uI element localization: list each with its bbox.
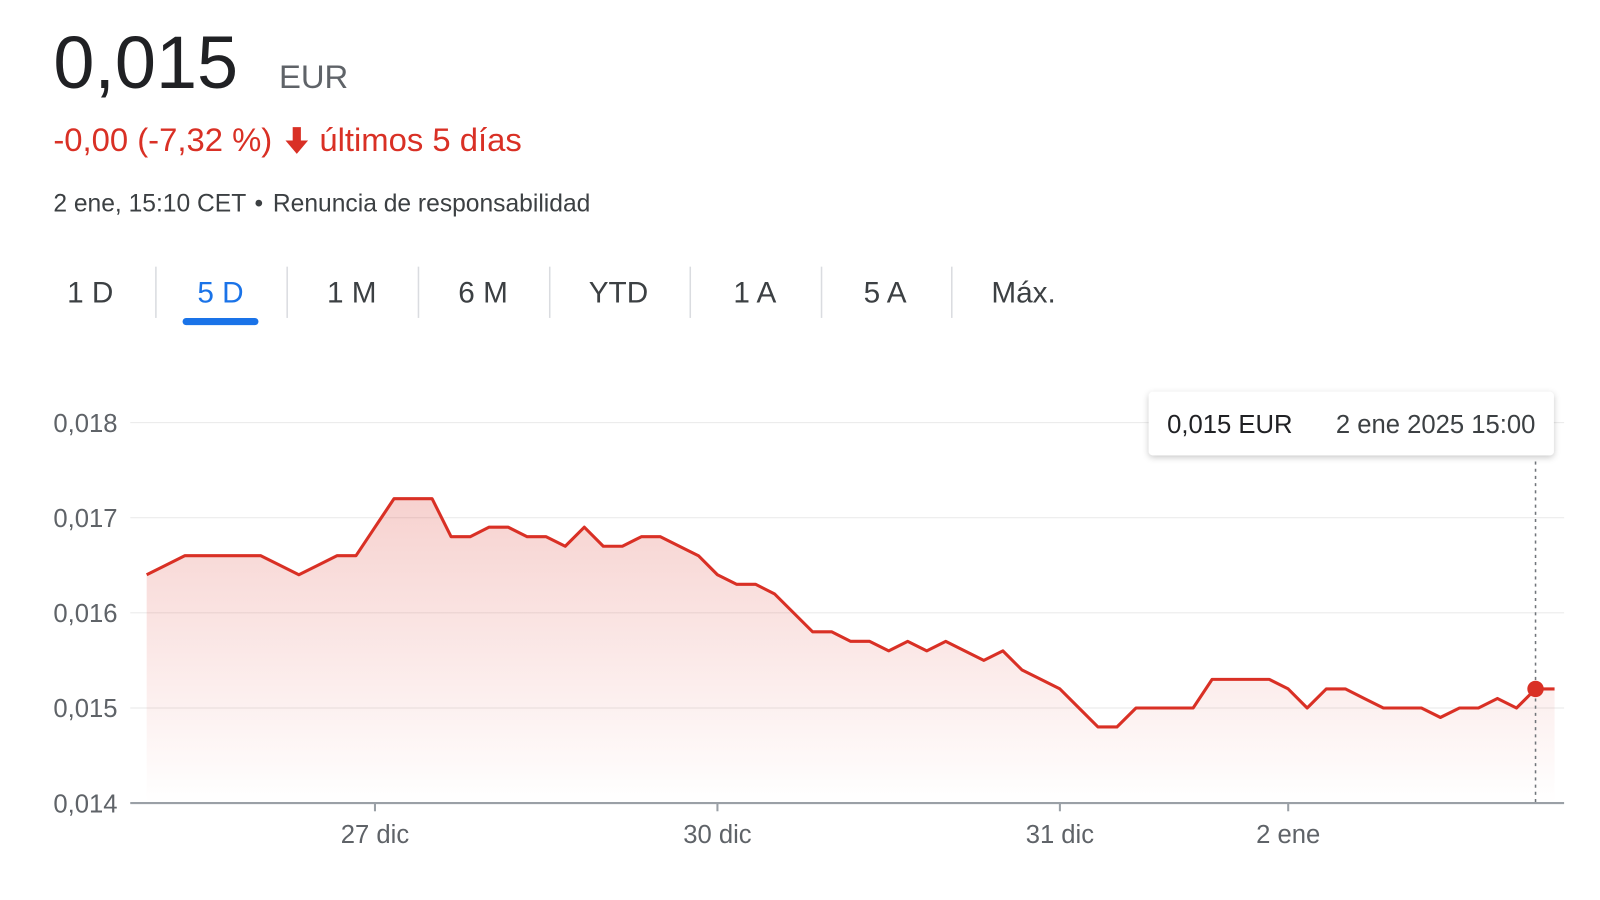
timestamp: 2 ene, 15:10 CET [53,190,246,217]
down-arrow [285,127,309,154]
range-tab[interactable]: 1 A [733,277,776,310]
range-tabs: 1 D 5 D 1 M 6 M YTD 1 A 5 A Máx. [67,266,1056,326]
range-tab[interactable]: 1 D [67,277,113,310]
separator: • [254,190,263,217]
tooltip-value: 0,015 EUR [1167,411,1292,439]
price-line [145,497,1555,729]
chart: 0,014 0,015 0,016 0,017 0,018 27 dic 30 dic 31 … [53,391,1565,849]
price: 0,015 [53,21,238,104]
period: últimos 5 días [319,121,521,158]
y-tick-label: 0,016 [53,600,117,628]
range-tab[interactable]: Máx. [991,277,1055,310]
tooltip-date: 2 ene 2025 15:00 [1336,411,1536,439]
y-tick-label: 0,018 [53,410,117,438]
x-tick-label: 27 dic [341,821,410,849]
y-tick-label: 0,017 [53,505,117,533]
currency: EUR [279,58,348,95]
y-tick-label: 0,014 [53,790,117,818]
range-tab[interactable]: 5 D [197,277,243,310]
y-tick-label: 0,015 [53,695,117,723]
hover-point [1527,680,1544,698]
range-tab[interactable]: 5 A [864,277,907,310]
x-tick-label: 2 ene [1256,821,1320,849]
disclaimer[interactable]: Renuncia de responsabilidad [273,190,590,217]
range-tab[interactable]: 6 M [458,277,508,310]
tooltip-box [1148,391,1554,456]
x-tick-label: 31 dic [1026,821,1095,849]
selected-indicator [182,317,259,326]
change: -0,00 (-7,32 %) [53,121,272,158]
range-tab[interactable]: 1 M [327,277,377,310]
range-tab[interactable]: YTD [589,277,648,310]
x-tick-label: 30 dic [683,821,752,849]
area-fill [146,498,1555,804]
